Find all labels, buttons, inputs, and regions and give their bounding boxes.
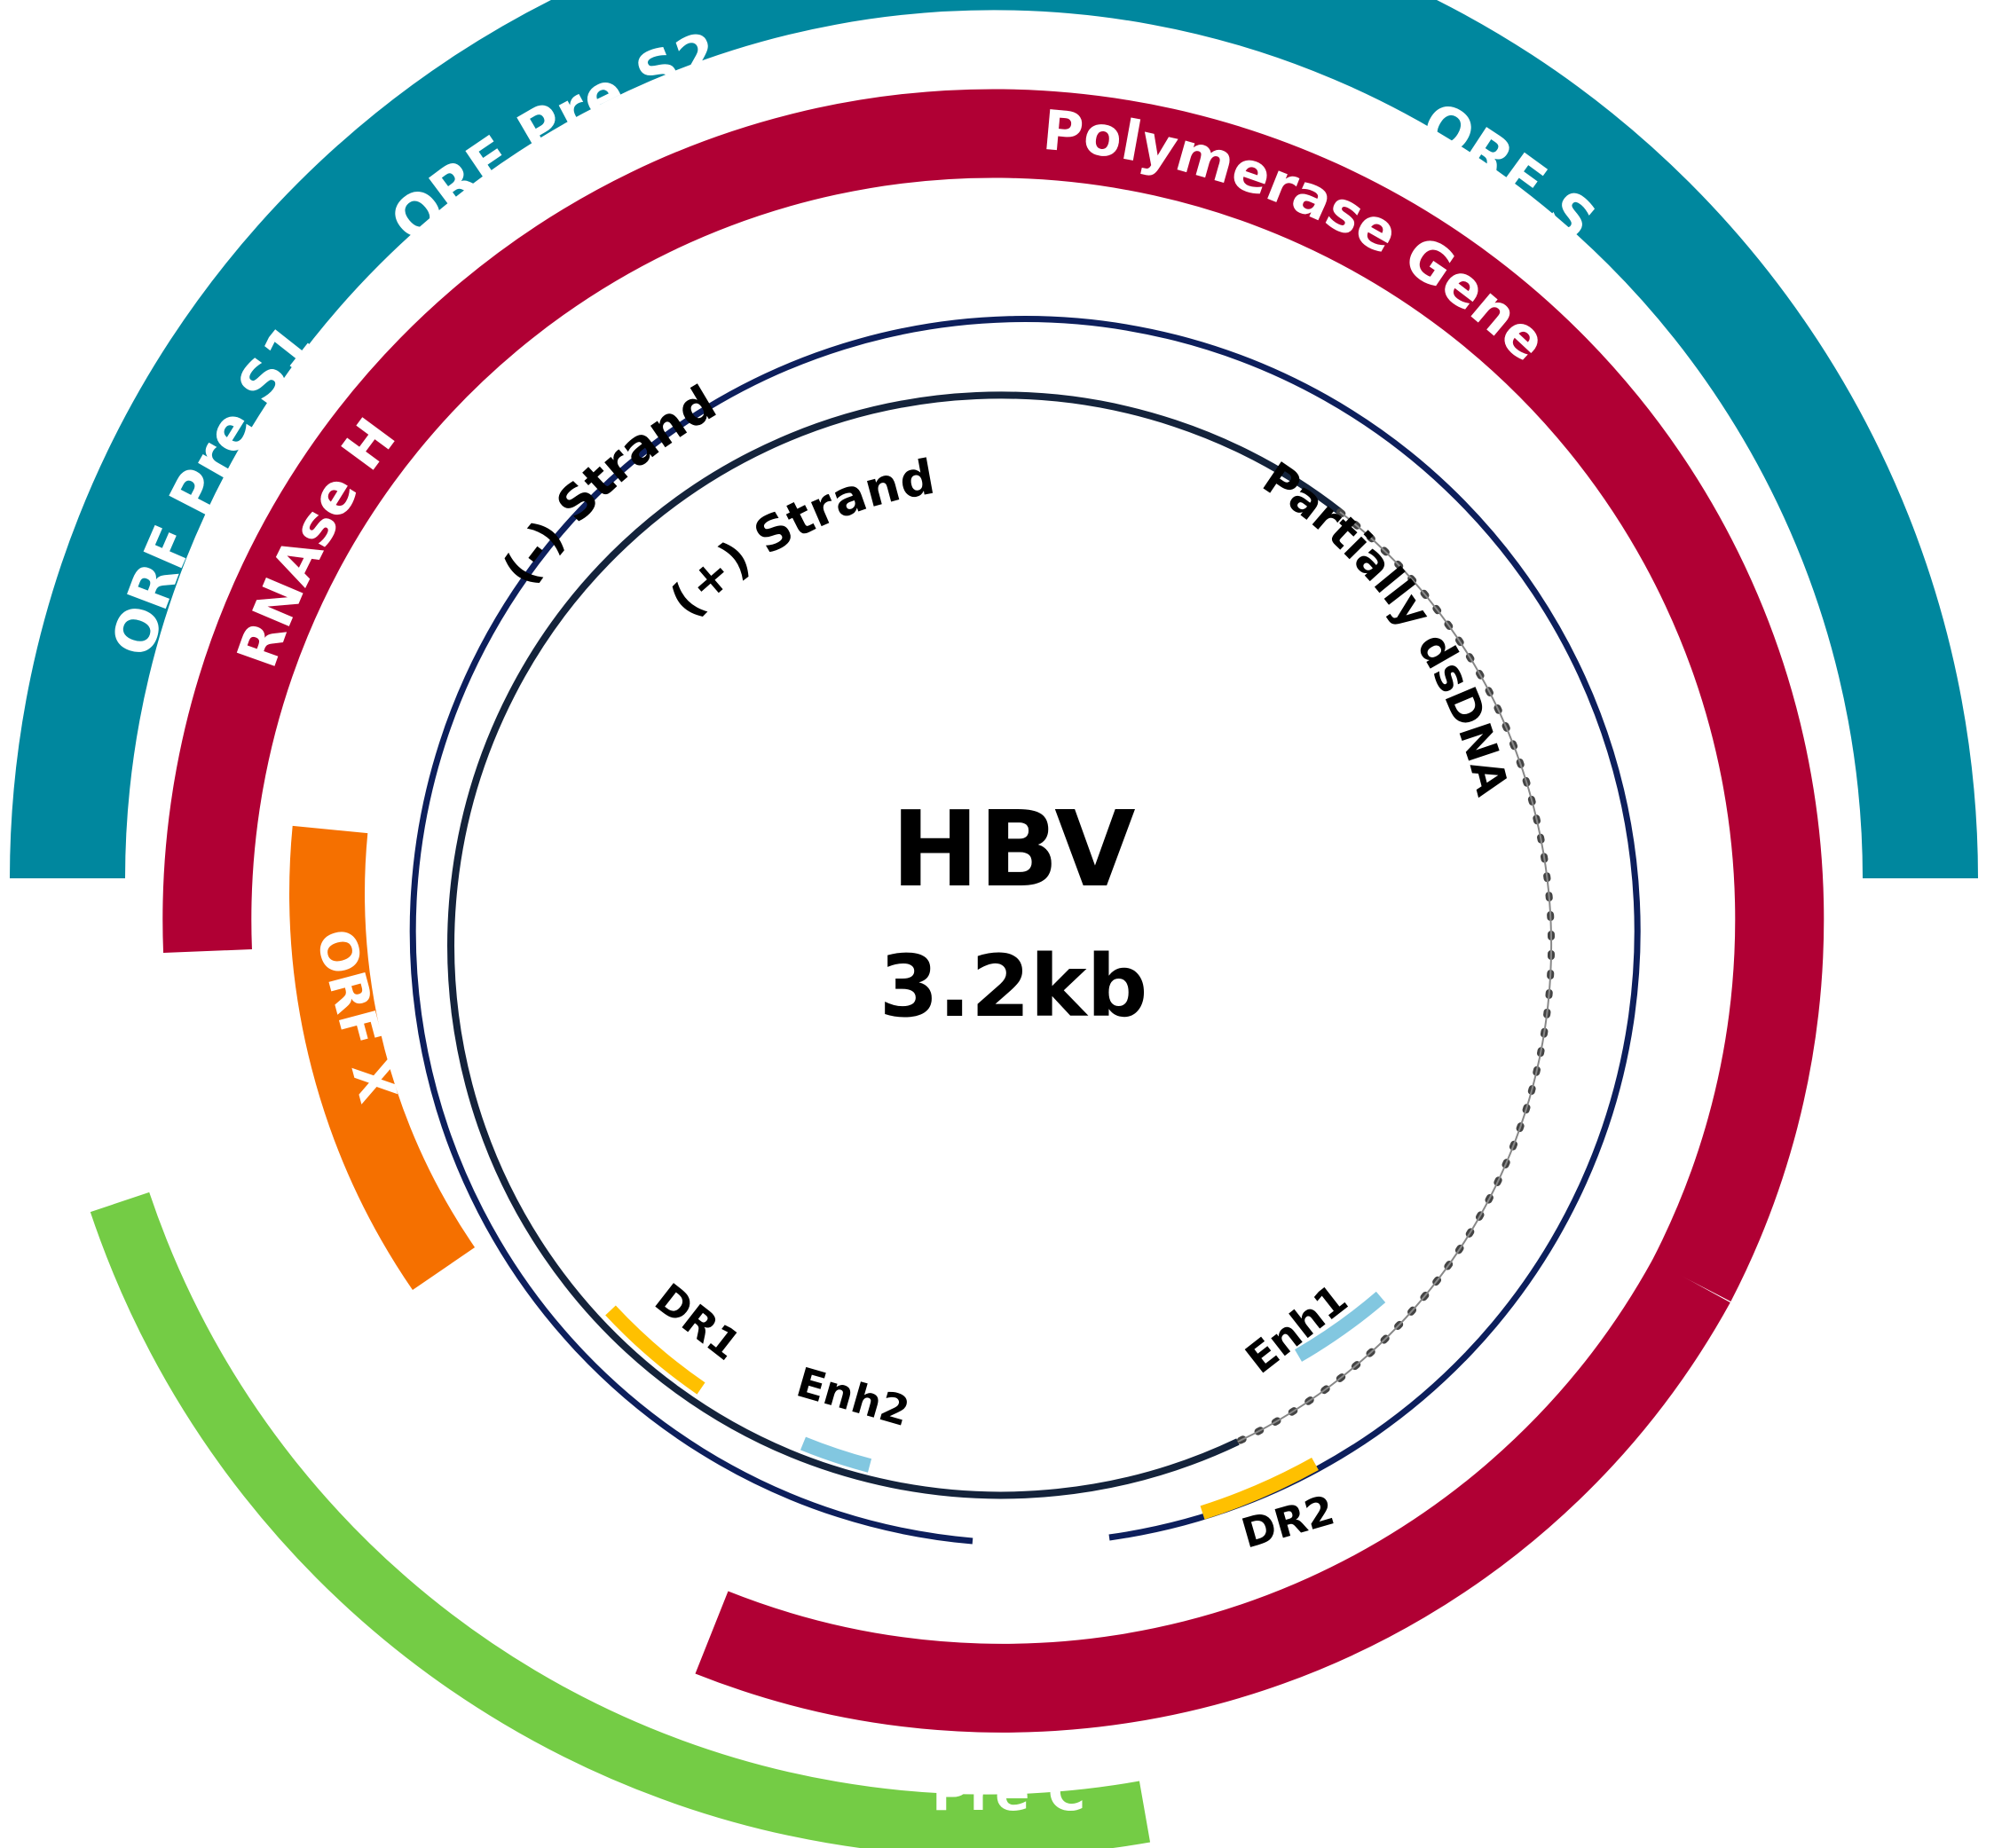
- enh1-marker: [1294, 1291, 1386, 1362]
- enh2-label: Enh2: [792, 1358, 915, 1435]
- plus-strand-label: (+) Strand: [658, 449, 938, 628]
- genome-size: 3.2kb: [879, 937, 1148, 1036]
- orf-core-arc: [90, 1191, 1151, 1848]
- polymerase-arc: [162, 89, 1825, 1301]
- dr2-marker: [1200, 1458, 1319, 1520]
- orf-x-arc: [289, 825, 476, 1291]
- enh2-marker: [800, 1436, 872, 1473]
- orf-p-arc: [695, 1259, 1730, 1733]
- dr1-marker: [605, 1305, 705, 1395]
- plus-strand-partial: [1234, 508, 1556, 1445]
- minus-strand-ring: [409, 316, 1641, 1545]
- plus-strand-solid: [447, 391, 1343, 1499]
- partially-dsdna-label: Partially dsDNA: [1254, 452, 1518, 801]
- orf-s-arc: [10, 0, 1978, 879]
- pre-c-label: Pre C: [932, 1762, 1085, 1822]
- genome-title: HBV: [891, 788, 1135, 910]
- plus-strand-partial-line: [1237, 511, 1553, 1443]
